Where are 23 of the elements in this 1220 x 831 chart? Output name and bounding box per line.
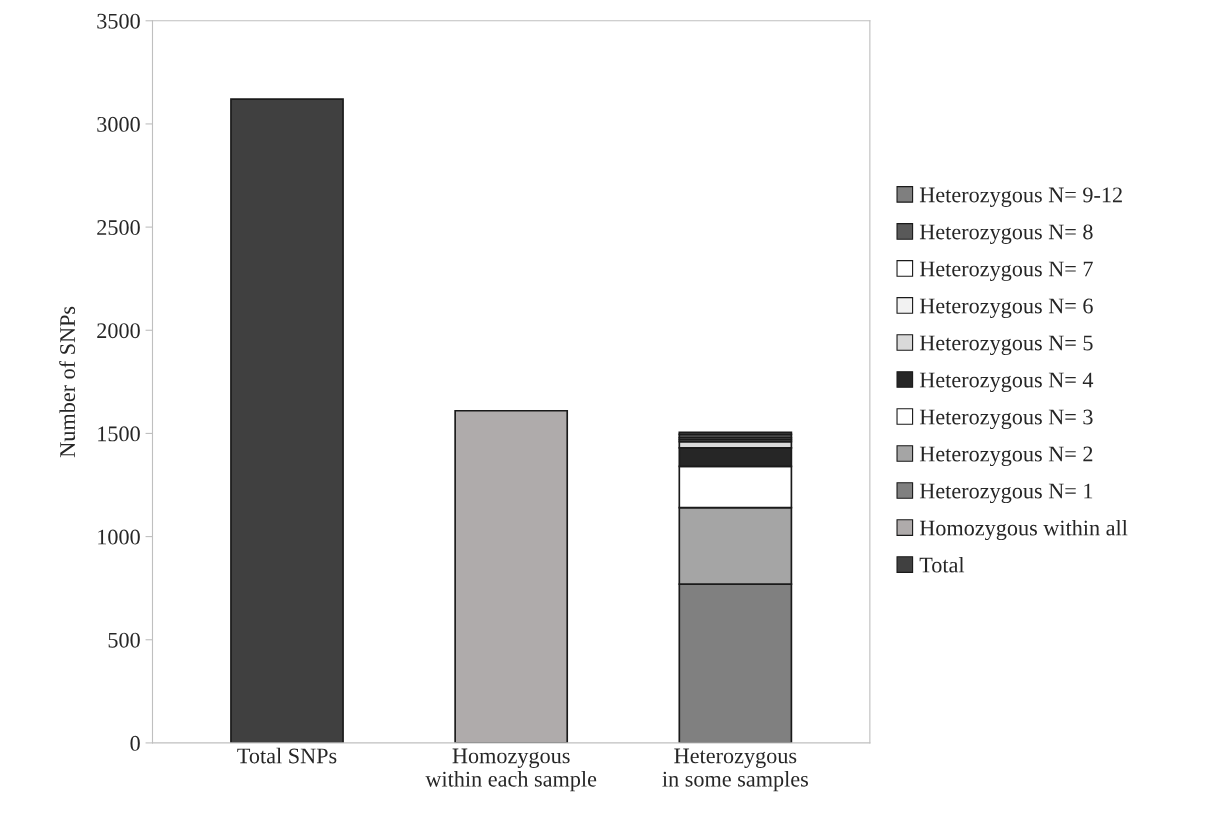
legend-label: Heterozygous N= 1 bbox=[919, 483, 1093, 504]
y-axis-title: Number of SNPs bbox=[59, 306, 76, 458]
y-tick-label: 500 bbox=[108, 632, 140, 648]
legend-label: Heterozygous N= 3 bbox=[919, 409, 1093, 430]
y-tick-label: 3500 bbox=[97, 13, 140, 29]
y-tick-label: 1500 bbox=[98, 426, 140, 442]
legend-label: Heterozygous N= 6 bbox=[919, 298, 1093, 319]
x-tick-label: Homozygous within each sample bbox=[425, 748, 597, 792]
legend-label: Heterozygous N= 9-12 bbox=[919, 187, 1122, 207]
legend-label: Heterozygous N= 7 bbox=[919, 261, 1093, 281]
legend-label: Total bbox=[919, 556, 965, 573]
legend-label: Heterozygous N= 8 bbox=[919, 224, 1093, 244]
y-tick-label: 3000 bbox=[97, 116, 140, 132]
legend-label: Heterozygous N= 2 bbox=[919, 446, 1093, 467]
x-tick-label: Heterozygous in some samples bbox=[662, 748, 808, 792]
legend-label: Homozygous within all bbox=[919, 519, 1128, 541]
y-tick-label: 2000 bbox=[97, 323, 140, 339]
legend-label: Heterozygous N= 4 bbox=[919, 372, 1094, 393]
y-tick-label: 0 bbox=[130, 735, 140, 751]
y-tick-label: 2500 bbox=[97, 220, 140, 236]
legend-label: Heterozygous N= 5 bbox=[919, 335, 1093, 356]
x-tick-label: Total SNPs bbox=[237, 747, 337, 764]
y-tick-label: 1000 bbox=[98, 529, 140, 545]
